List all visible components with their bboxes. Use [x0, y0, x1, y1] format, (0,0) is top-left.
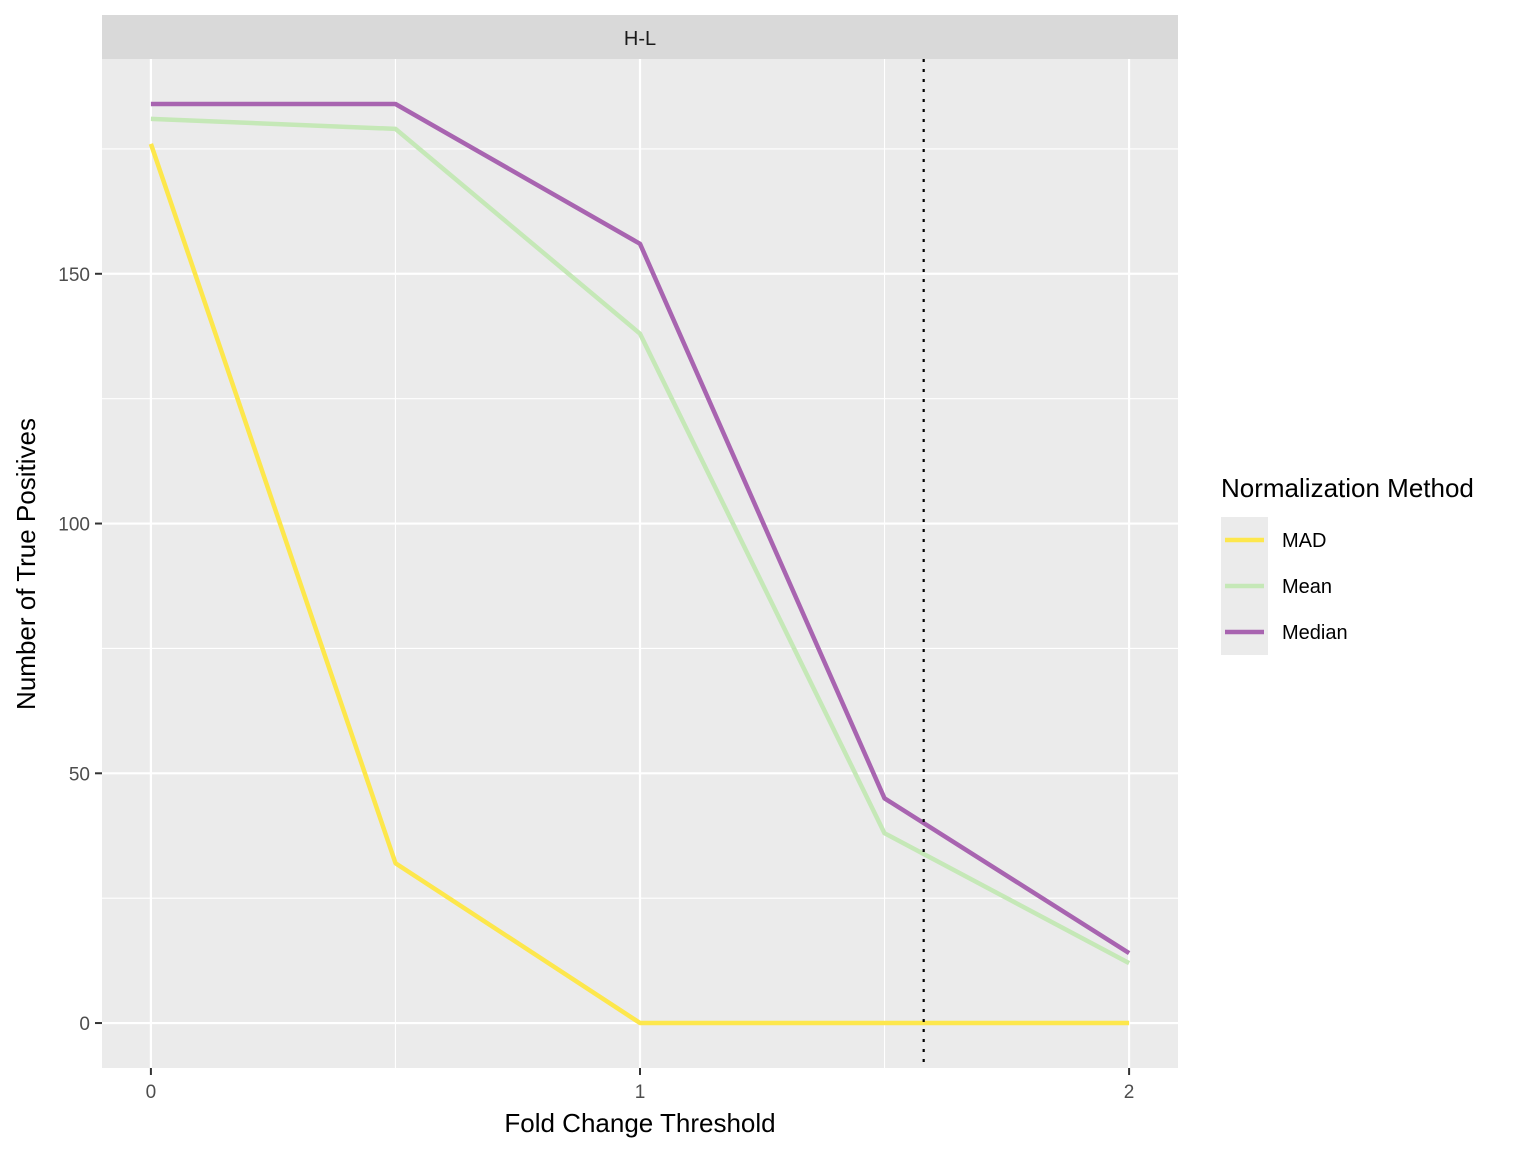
y-tick-label: 100 [58, 515, 90, 536]
legend-label-mad: MAD [1282, 530, 1326, 552]
series-line-median [150, 101, 1131, 956]
x-axis-ticks: 0 1 2 [146, 1068, 1135, 1103]
x-axis-title: Fold Change Threshold [504, 1108, 775, 1138]
facet-strip [102, 15, 1178, 59]
legend-title: Normalization Method [1221, 473, 1474, 503]
grid-major [102, 59, 1178, 1068]
legend-label-mean: Mean [1282, 576, 1332, 598]
y-tick-label: 50 [69, 764, 90, 785]
x-tick-label: 2 [1124, 1082, 1135, 1103]
y-tick-label: 0 [79, 1014, 90, 1035]
y-axis-title: Number of True Positives [11, 418, 41, 710]
y-tick-label: 150 [58, 265, 90, 286]
legend: MAD Mean Median [1221, 517, 1348, 655]
facet-strip-label: H-L [624, 28, 656, 50]
series-line-mean [150, 116, 1131, 966]
legend-label-median: Median [1282, 622, 1348, 644]
x-tick-label: 0 [146, 1082, 157, 1103]
series-lines [148, 101, 1131, 1026]
y-axis-ticks: 0 50 100 150 [58, 265, 102, 1035]
x-tick-label: 1 [635, 1082, 646, 1103]
series-line-mad [148, 143, 1130, 1026]
